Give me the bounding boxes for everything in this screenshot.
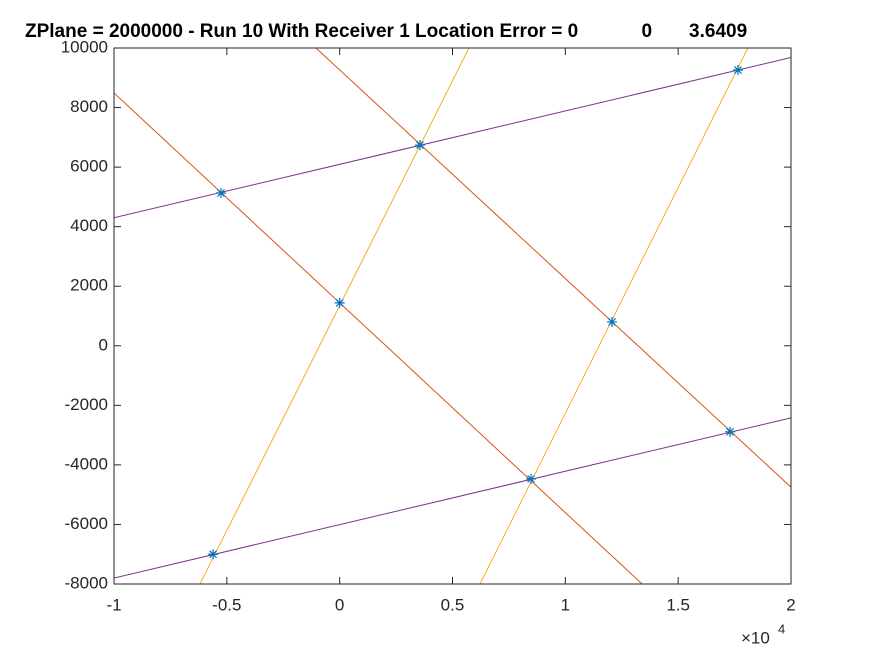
x-tick-label: 2 (786, 595, 795, 614)
marker (334, 297, 345, 308)
marker (415, 140, 426, 151)
y-tick-label: 2000 (70, 276, 108, 295)
chart-title: ZPlane = 2000000 - Run 10 With Receiver … (25, 21, 747, 42)
line (479, 48, 749, 584)
y-tick-label: -2000 (65, 395, 108, 414)
y-tick-label: 4000 (70, 216, 108, 235)
marker (215, 188, 226, 199)
x-tick-label: -1 (106, 595, 121, 614)
x-tick-label: -0.5 (212, 595, 241, 614)
x-tick-label: 1 (561, 595, 570, 614)
x-tick-label: 0 (335, 595, 344, 614)
line (114, 92, 643, 584)
y-tick-label: 8000 (70, 97, 108, 116)
line (114, 417, 791, 579)
marker (732, 65, 743, 76)
x-multiplier-exponent: 4 (778, 621, 785, 636)
line (114, 57, 791, 219)
y-tick-label: 10000 (61, 37, 108, 56)
line (199, 48, 470, 584)
x-tick-label: 1.5 (666, 595, 690, 614)
marker (725, 426, 736, 437)
marker (607, 316, 618, 327)
marker (208, 549, 219, 560)
marker (526, 473, 537, 484)
plot-area (114, 48, 791, 584)
y-tick-label: 0 (99, 335, 108, 354)
x-multiplier: ×10 (741, 628, 770, 647)
y-tick-label: -6000 (65, 514, 108, 533)
x-tick-label: 0.5 (441, 595, 465, 614)
y-tick-label: -8000 (65, 573, 108, 592)
y-tick-label: 6000 (70, 157, 108, 176)
line (315, 48, 791, 488)
y-tick-label: -4000 (65, 454, 108, 473)
